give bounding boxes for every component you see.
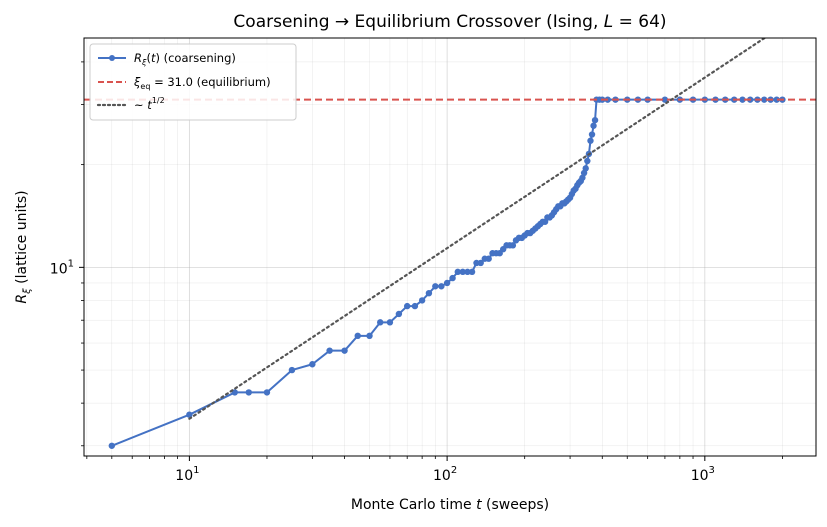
coarsening-point xyxy=(739,96,746,103)
y-tick-label: 101 xyxy=(50,258,74,277)
coarsening-point xyxy=(263,389,271,396)
coarsening-point xyxy=(464,268,471,276)
coarsening-point xyxy=(432,283,439,290)
coarsening-point xyxy=(366,332,373,340)
coarsening-point xyxy=(590,122,597,129)
y-axis-label: Rξ (lattice units) xyxy=(14,190,33,303)
coarsening-point xyxy=(468,268,476,276)
coarsening-point xyxy=(341,347,348,354)
coarsening-point xyxy=(773,96,780,103)
legend: Rξ(t) (coarsening) ξeq = 31.0 (equilibriu… xyxy=(89,43,297,121)
coarsening-point xyxy=(661,96,669,103)
coarsening-point xyxy=(425,289,433,297)
coarsening-point xyxy=(584,157,591,165)
coarsening-point xyxy=(449,274,456,282)
coarsening-point xyxy=(108,442,116,449)
coarsening-point xyxy=(186,411,193,418)
x-tick-label: 102 xyxy=(433,465,457,484)
coarsening-point xyxy=(477,259,484,267)
coarsening-point xyxy=(588,131,596,138)
coarsening-point xyxy=(438,283,445,290)
coarsening-point xyxy=(386,319,394,326)
coarsening-point xyxy=(326,347,333,354)
legend-label-powerlaw: ~ t1/2 xyxy=(134,96,165,112)
chart-title: Coarsening → Equilibrium Crossover (Isin… xyxy=(233,12,666,32)
coarsening-point xyxy=(403,302,411,310)
plot-frame xyxy=(83,37,817,457)
coarsening-point xyxy=(288,366,296,374)
legend-box xyxy=(89,43,297,121)
coarsening-point xyxy=(443,279,451,287)
coarsening-point xyxy=(591,116,599,124)
coarsening-point xyxy=(509,242,517,249)
coarsening-point xyxy=(309,361,316,368)
legend-coarsening-marker xyxy=(109,55,115,61)
coarsening-point xyxy=(245,389,252,396)
coarsening-point xyxy=(454,268,461,276)
coarsening-point xyxy=(411,302,419,310)
power-law-line xyxy=(188,38,767,420)
x-tick-label: 103 xyxy=(691,465,715,484)
coarsening-point xyxy=(459,268,466,276)
coarsening-point xyxy=(761,96,768,103)
coarsening-point xyxy=(418,297,426,304)
legend-label-equilibrium: ξeq = 31.0 (equilibrium) xyxy=(133,75,271,91)
coarsening-point xyxy=(395,310,403,318)
x-tick-label: 101 xyxy=(175,465,199,484)
coarsening-point xyxy=(582,165,589,172)
legend-label-coarsening: Rξ(t) (coarsening) xyxy=(134,51,236,67)
coarsening-point xyxy=(376,319,384,326)
coarsening-point xyxy=(354,332,361,340)
x-axis-label: Monte Carlo time t (sweeps) xyxy=(351,497,549,513)
coarsening-point xyxy=(485,255,492,262)
coarsening-point xyxy=(587,137,594,144)
axes-ticks: 101 102 103 101 xyxy=(50,61,783,484)
